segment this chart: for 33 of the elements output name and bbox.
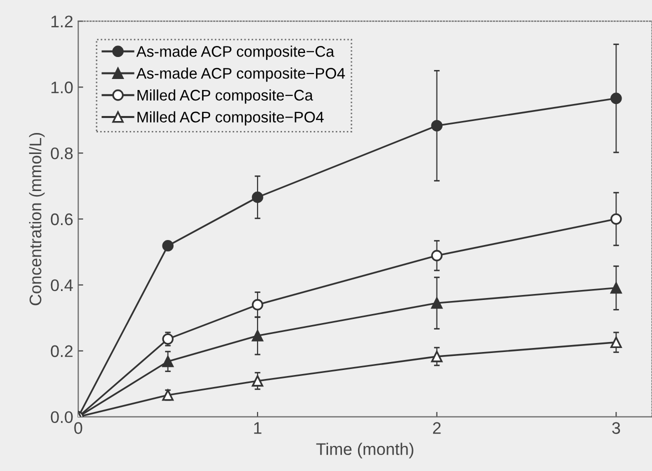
point: [252, 330, 264, 342]
legend-label: As-made ACP composite−PO4: [136, 68, 345, 82]
point: [610, 92, 622, 104]
legend-label: Milled ACP composite−Ca: [138, 89, 314, 104]
x-axis-title: Time (month): [316, 442, 414, 458]
point: [431, 120, 443, 132]
y-tick-label: 0.2: [50, 345, 73, 358]
x-tick-label: 0: [74, 422, 82, 434]
x-tick-label: 3: [612, 422, 620, 434]
point: [252, 299, 264, 310]
x-tick-label: 2: [433, 422, 441, 434]
point: [431, 350, 443, 362]
point: [252, 375, 264, 387]
point: [162, 240, 174, 252]
point: [252, 192, 264, 203]
point: [162, 333, 174, 345]
y-tick-label: 0.6: [50, 213, 73, 226]
y-tick-label: 1.2: [51, 16, 73, 28]
y-axis-title: Concentration (mmol/L): [29, 132, 45, 306]
y-tick-label: 0.4: [50, 279, 73, 292]
y-tick-label: 0.8: [50, 147, 73, 160]
point: [162, 389, 174, 401]
point: [431, 250, 443, 262]
y-tick-label: 0.0: [50, 411, 73, 424]
point: [610, 336, 622, 348]
legend-label: Milled ACP composite−PO4: [138, 111, 324, 126]
point: [162, 356, 174, 368]
point: [610, 213, 622, 225]
point: [610, 282, 622, 294]
y-tick-label: 1.0: [51, 82, 73, 94]
x-tick-label: 1: [254, 422, 262, 434]
point: [431, 297, 443, 309]
legend-label: As-made ACP composite−Ca: [136, 46, 334, 60]
